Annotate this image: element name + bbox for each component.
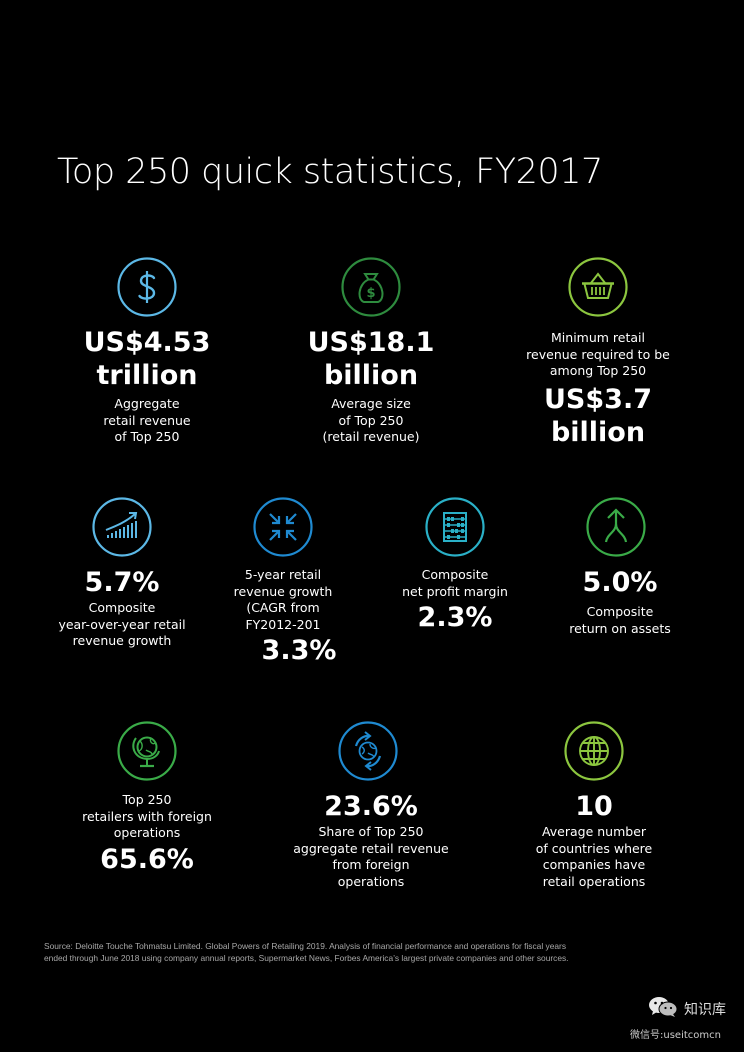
stat-description: Average size of Top 250 (retail revenue) <box>322 396 420 444</box>
stat-description: Average number of countries where compan… <box>535 824 653 889</box>
stat-value: 5.0% <box>582 567 658 598</box>
money-bag-icon: $ <box>340 256 402 318</box>
globe-cycle-icon <box>337 720 399 782</box>
source-note: Source: Deloitte Touche Tohmatsu Limited… <box>44 941 569 963</box>
svg-text:$: $ <box>366 286 375 301</box>
stat-value: 10 <box>575 791 613 822</box>
stat-return-on-assets: 5.0% Composite return on assets <box>540 566 700 637</box>
desk-globe-icon <box>116 720 178 782</box>
watermark: 知识库 微信号:useitcomcn <box>630 996 740 1041</box>
stat-value: 65.6% <box>100 843 194 875</box>
stat-value: 23.6% <box>324 791 418 822</box>
stat-description: Composite return on assets <box>569 604 671 636</box>
stat-value: 2.3% <box>417 602 493 633</box>
stat-description: Aggregate retail revenue of Top 250 <box>103 396 191 444</box>
stat-net-profit-margin: Composite net profit margin 2.3% <box>380 567 530 634</box>
stat-description: Composite year-over-year retail revenue … <box>58 600 186 648</box>
stat-cagr: 5-year retail revenue growth (CAGR from … <box>208 567 358 667</box>
watermark-account: 微信号:useitcomcn <box>630 1030 721 1041</box>
compress-arrows-icon <box>252 496 314 558</box>
stat-description: Composite net profit margin <box>402 567 508 599</box>
basket-icon <box>567 256 629 318</box>
page-title: Top 250 quick statistics, FY2017 <box>57 152 603 192</box>
stat-foreign-operations: Top 250 retailers with foreign operation… <box>67 792 227 876</box>
stat-aggregate-revenue: US$4.53 trillion Aggregate retail revenu… <box>67 326 227 446</box>
stat-value: US$18.1 billion <box>307 327 435 391</box>
growth-chart-icon <box>91 496 153 558</box>
abacus-icon <box>424 496 486 558</box>
wechat-icon <box>648 996 678 1022</box>
stat-value: US$4.53 trillion <box>83 327 211 391</box>
stat-value: 3.3% <box>261 635 337 666</box>
stat-average-size: US$18.1 billion Average size of Top 250 … <box>291 326 451 446</box>
world-grid-icon <box>563 720 625 782</box>
stat-description: Share of Top 250 aggregate retail revenu… <box>293 824 449 889</box>
stat-description: Minimum retail revenue required to be am… <box>526 330 670 378</box>
watermark-name: 知识库 <box>684 1002 726 1018</box>
stat-description: 5-year retail revenue growth (CAGR from … <box>233 567 333 632</box>
stat-value: 5.7% <box>84 567 160 598</box>
stat-value: US$3.7 billion <box>544 383 652 448</box>
stat-average-countries: 10 Average number of countries where com… <box>514 790 674 890</box>
stat-description: Top 250 retailers with foreign operation… <box>82 792 212 840</box>
stat-foreign-revenue-share: 23.6% Share of Top 250 aggregate retail … <box>281 790 461 890</box>
stat-minimum-revenue: Minimum retail revenue required to be am… <box>508 330 688 449</box>
split-arrow-icon <box>585 496 647 558</box>
stat-yoy-growth: 5.7% Composite year-over-year retail rev… <box>42 566 202 650</box>
dollar-icon <box>116 256 178 318</box>
